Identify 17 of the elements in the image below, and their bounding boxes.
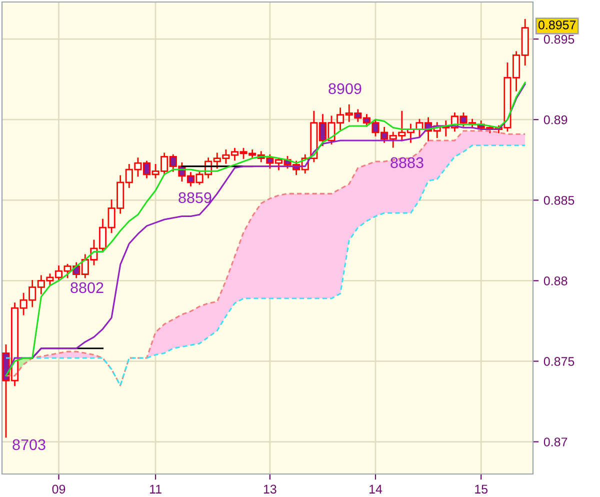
y-tick-label: 0.87: [544, 438, 568, 446]
x-tick-label: 14: [370, 484, 382, 494]
annotation: 8703: [12, 439, 46, 450]
y-tick-label: 0.885: [544, 196, 574, 205]
text: 0.8957: [538, 20, 576, 30]
x-tick-label: 11: [150, 484, 162, 494]
y-tick-label: 0.88: [544, 276, 568, 286]
y-tick-label: 0.895: [544, 34, 574, 44]
x-tick-label: 13: [264, 484, 276, 494]
annotation: 8859: [178, 192, 212, 204]
annotation: 8883: [390, 157, 424, 168]
y-tick-label: 0.875: [544, 357, 574, 366]
annotation: 8909: [328, 83, 362, 94]
x-tick-label: 15: [475, 484, 488, 494]
x-tick-label: 09: [52, 484, 66, 494]
annotation: 8802: [70, 282, 104, 294]
y-tick-label: 0.89: [544, 115, 568, 124]
